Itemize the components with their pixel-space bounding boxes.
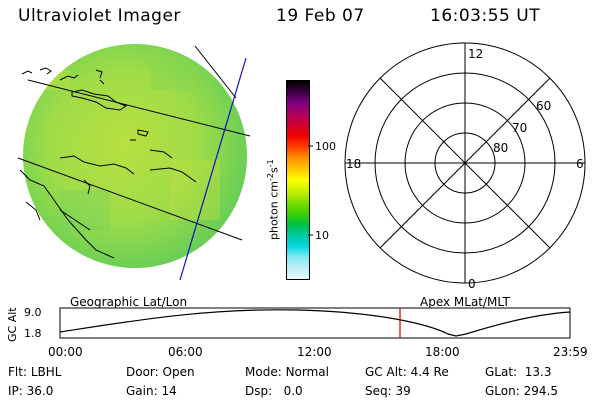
altitude-ytick-bottom: 1.8 bbox=[24, 327, 42, 340]
terminator-line bbox=[179, 57, 247, 281]
earth-disk bbox=[23, 44, 247, 268]
mlt-label-0: 0 bbox=[468, 277, 476, 291]
mlt-label-18: 18 bbox=[346, 157, 361, 171]
geo-grid bbox=[17, 79, 251, 241]
altitude-plot bbox=[59, 307, 571, 339]
glat-status: GLat: 13.3 bbox=[485, 365, 552, 379]
mode-status: Mode: Normal bbox=[245, 365, 329, 379]
altitude-ylabel: GC Alt bbox=[6, 307, 19, 342]
colorbar-tick-10: 10 bbox=[315, 229, 329, 242]
observation-date: 19 Feb 07 bbox=[276, 6, 365, 26]
flt-status: Flt: LBHL bbox=[8, 365, 62, 379]
observation-time: 16:03:55 UT bbox=[430, 6, 541, 26]
colorbar-ticks: 100 10 bbox=[308, 140, 336, 242]
coastlines bbox=[19, 67, 197, 259]
colorbar-unit-label: photon cm-2s-1 bbox=[266, 159, 281, 240]
door-status: Door: Open bbox=[126, 365, 195, 379]
dsp-status: Dsp: 0.0 bbox=[245, 384, 303, 398]
mlat-label-60: 60 bbox=[536, 99, 551, 113]
gcalt-status: GC Alt: 4.4 Re bbox=[365, 365, 449, 379]
colorbar-tick-100: 100 bbox=[315, 140, 336, 153]
time-tick-1200: 12:00 bbox=[297, 345, 332, 359]
time-tick-0000: 00:00 bbox=[48, 345, 83, 359]
seq-status: Seq: 39 bbox=[365, 384, 411, 398]
earth-image-panel bbox=[17, 44, 251, 281]
apex-label: Apex MLat/MLT bbox=[420, 295, 510, 309]
mlat-label-80: 80 bbox=[493, 141, 508, 155]
instrument-title: Ultraviolet Imager bbox=[18, 6, 181, 26]
geographic-label: Geographic Lat/Lon bbox=[70, 295, 188, 309]
ip-status: IP: 36.0 bbox=[8, 384, 54, 398]
altitude-curve bbox=[59, 309, 571, 337]
colorbar bbox=[286, 80, 310, 280]
time-tick-1800: 18:00 bbox=[425, 345, 460, 359]
polar-plot: 12 18 6 0 60 70 80 bbox=[344, 42, 586, 291]
time-tick-0600: 06:00 bbox=[168, 345, 203, 359]
glon-status: GLon: 294.5 bbox=[485, 384, 558, 398]
mlt-label-12: 12 bbox=[468, 47, 483, 61]
gain-status: Gain: 14 bbox=[126, 384, 177, 398]
mlat-label-70: 70 bbox=[512, 121, 527, 135]
altitude-ytick-top: 9.0 bbox=[24, 306, 42, 319]
grid-line-top bbox=[194, 45, 237, 99]
time-tick-2359: 23:59 bbox=[553, 345, 588, 359]
mlt-label-6: 6 bbox=[576, 157, 584, 171]
